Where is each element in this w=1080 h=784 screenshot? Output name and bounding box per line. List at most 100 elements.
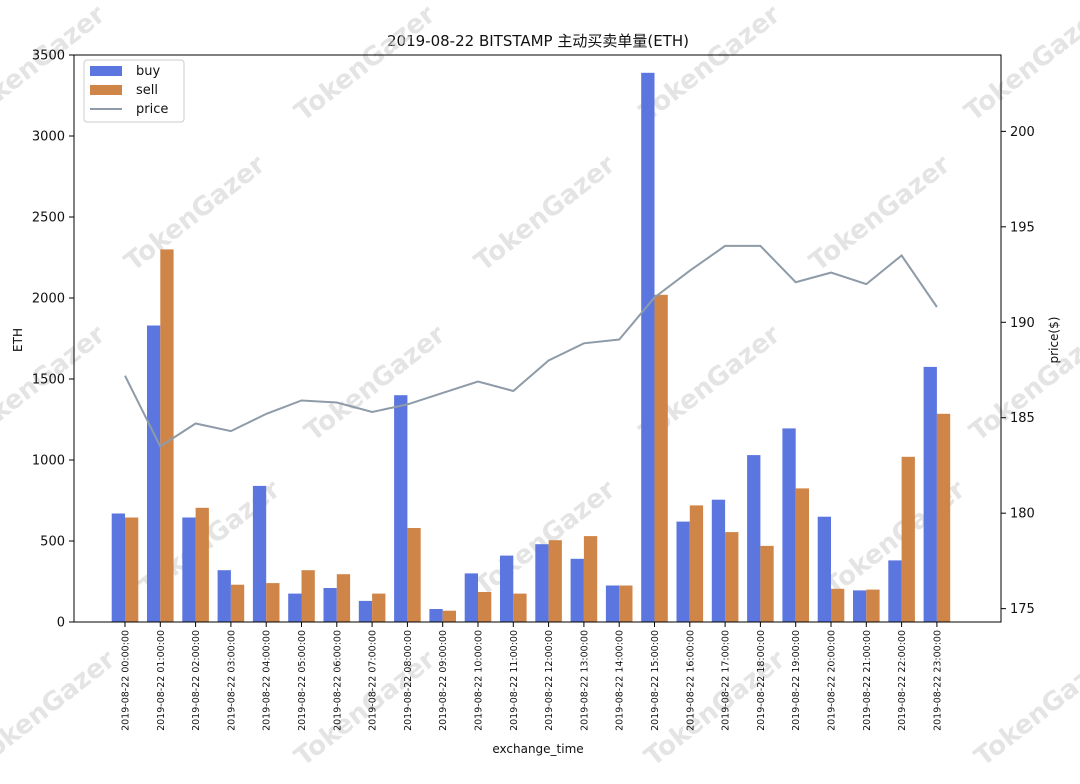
x-tick-label: 2019-08-22 11:00:00	[509, 630, 520, 731]
bar-buy	[888, 560, 902, 622]
bar-buy	[358, 600, 373, 622]
y-tick-label: 2500	[32, 211, 65, 226]
bars-layer	[111, 72, 951, 623]
x-tick-label: 2019-08-22 06:00:00	[332, 630, 343, 731]
watermark-text: TokenGazer	[299, 320, 451, 448]
x-tick-label: 2019-08-22 12:00:00	[544, 630, 555, 731]
bar-buy	[676, 521, 690, 622]
bar-buy	[535, 544, 549, 622]
y-axis-right: 175 180 185 190 195 200	[1001, 125, 1035, 617]
bar-sell	[336, 574, 351, 622]
chart-title: 2019-08-22 BITSTAMP 主动买卖单量(ETH)	[387, 32, 689, 50]
bar-buy	[182, 517, 196, 622]
x-tick-label: 2019-08-22 10:00:00	[474, 630, 485, 731]
legend-swatch-buy	[90, 66, 122, 76]
watermark-text: TokenGazer	[804, 150, 956, 278]
bar-buy	[429, 609, 443, 622]
bar-buy	[111, 513, 125, 622]
y-tick-label: 500	[40, 535, 65, 550]
bar-sell	[654, 294, 668, 622]
x-tick-label: 2019-08-22 14:00:00	[615, 630, 626, 731]
x-tick-label: 2019-08-22 20:00:00	[827, 630, 838, 731]
bar-buy	[464, 573, 478, 622]
bar-sell	[548, 540, 562, 622]
bar-buy	[641, 72, 655, 623]
y-tick-label: 0	[57, 616, 65, 631]
bar-sell	[689, 505, 704, 622]
x-tick-label: 2019-08-22 03:00:00	[226, 630, 237, 731]
y-axis-label: ETH	[11, 328, 25, 352]
y-tick-label: 2000	[32, 292, 65, 307]
bar-sell	[372, 593, 386, 622]
x-tick-label: 2019-08-22 13:00:00	[579, 630, 590, 731]
x-tick-label: 2019-08-22 16:00:00	[685, 630, 696, 731]
bar-buy	[853, 590, 867, 622]
y-tick-label: 3000	[32, 130, 65, 145]
x-axis: 2019-08-22 00:00:00 2019-08-22 01:00:00 20…	[121, 622, 943, 731]
bar-sell	[760, 545, 774, 622]
x-tick-label: 2019-08-22 02:00:00	[191, 630, 202, 731]
bar-buy	[605, 585, 620, 622]
bar-sell	[619, 585, 633, 622]
bar-sell	[725, 532, 739, 622]
watermark-text: TokenGazer	[119, 150, 271, 278]
bar-buy	[747, 455, 761, 622]
bar-sell	[478, 592, 492, 622]
bar-sell	[195, 507, 209, 622]
bar-buy	[288, 593, 302, 622]
watermark-text: TokenGazer	[469, 150, 621, 278]
bar-buy	[817, 516, 831, 622]
x-tick-label: 2019-08-22 23:00:00	[932, 630, 943, 731]
bar-sell	[442, 610, 456, 622]
legend-label-buy: buy	[136, 64, 160, 79]
x-axis-label: exchange_time	[492, 742, 583, 756]
x-tick-label: 2019-08-22 00:00:00	[121, 630, 132, 731]
watermark-text: TokenGazer	[639, 645, 791, 773]
bar-buy	[923, 366, 937, 622]
bar-sell	[936, 413, 951, 622]
watermark-text: TokenGazer	[969, 645, 1080, 773]
plot-frame	[73, 54, 1002, 623]
bar-sell	[866, 589, 880, 622]
bar-buy	[500, 555, 514, 622]
watermark-text: TokenGazer	[289, 645, 441, 773]
x-tick-label: 2019-08-22 09:00:00	[438, 630, 449, 731]
x-tick-label: 2019-08-22 19:00:00	[791, 630, 802, 731]
bar-sell	[301, 570, 315, 622]
x-tick-label: 2019-08-22 01:00:00	[156, 630, 167, 731]
y2-tick-label: 190	[1010, 316, 1035, 331]
x-tick-label: 2019-08-22 21:00:00	[862, 630, 873, 731]
price-line	[124, 244, 938, 448]
bar-buy	[217, 570, 231, 622]
y2-tick-label: 195	[1010, 220, 1035, 235]
price-line-layer	[124, 244, 938, 448]
watermark-text: TokenGazer	[964, 320, 1080, 448]
y2-tick-label: 175	[1010, 602, 1035, 617]
bar-sell	[125, 517, 139, 622]
bar-sell	[160, 249, 174, 622]
watermark-text: TokenGazer	[634, 0, 786, 128]
bar-buy	[782, 428, 796, 622]
x-tick-label: 2019-08-22 04:00:00	[262, 630, 273, 731]
y2-tick-label: 180	[1010, 507, 1035, 522]
legend-label-price: price	[136, 102, 168, 117]
legend: buy sell price	[83, 59, 185, 123]
y-tick-label: 3500	[32, 49, 65, 64]
legend-swatch-sell	[90, 85, 122, 95]
bar-buy	[323, 588, 337, 622]
bar-sell	[831, 588, 845, 622]
bar-sell	[795, 488, 809, 622]
x-tick-label: 2019-08-22 08:00:00	[403, 630, 414, 731]
x-tick-label: 2019-08-22 22:00:00	[897, 630, 908, 731]
bar-sell	[407, 528, 421, 622]
y2-tick-label: 185	[1010, 411, 1035, 426]
bar-buy	[252, 485, 267, 622]
y-axis-left: 0 500 1000 1500 2000 2500 3000 3500	[32, 49, 74, 631]
bar-sell	[230, 584, 245, 622]
x-tick-label: 2019-08-22 18:00:00	[756, 630, 767, 731]
watermark-text: TokenGazer	[959, 0, 1080, 128]
bar-sell	[583, 536, 598, 622]
y-tick-label: 1500	[32, 373, 65, 388]
bar-sell	[901, 456, 915, 622]
